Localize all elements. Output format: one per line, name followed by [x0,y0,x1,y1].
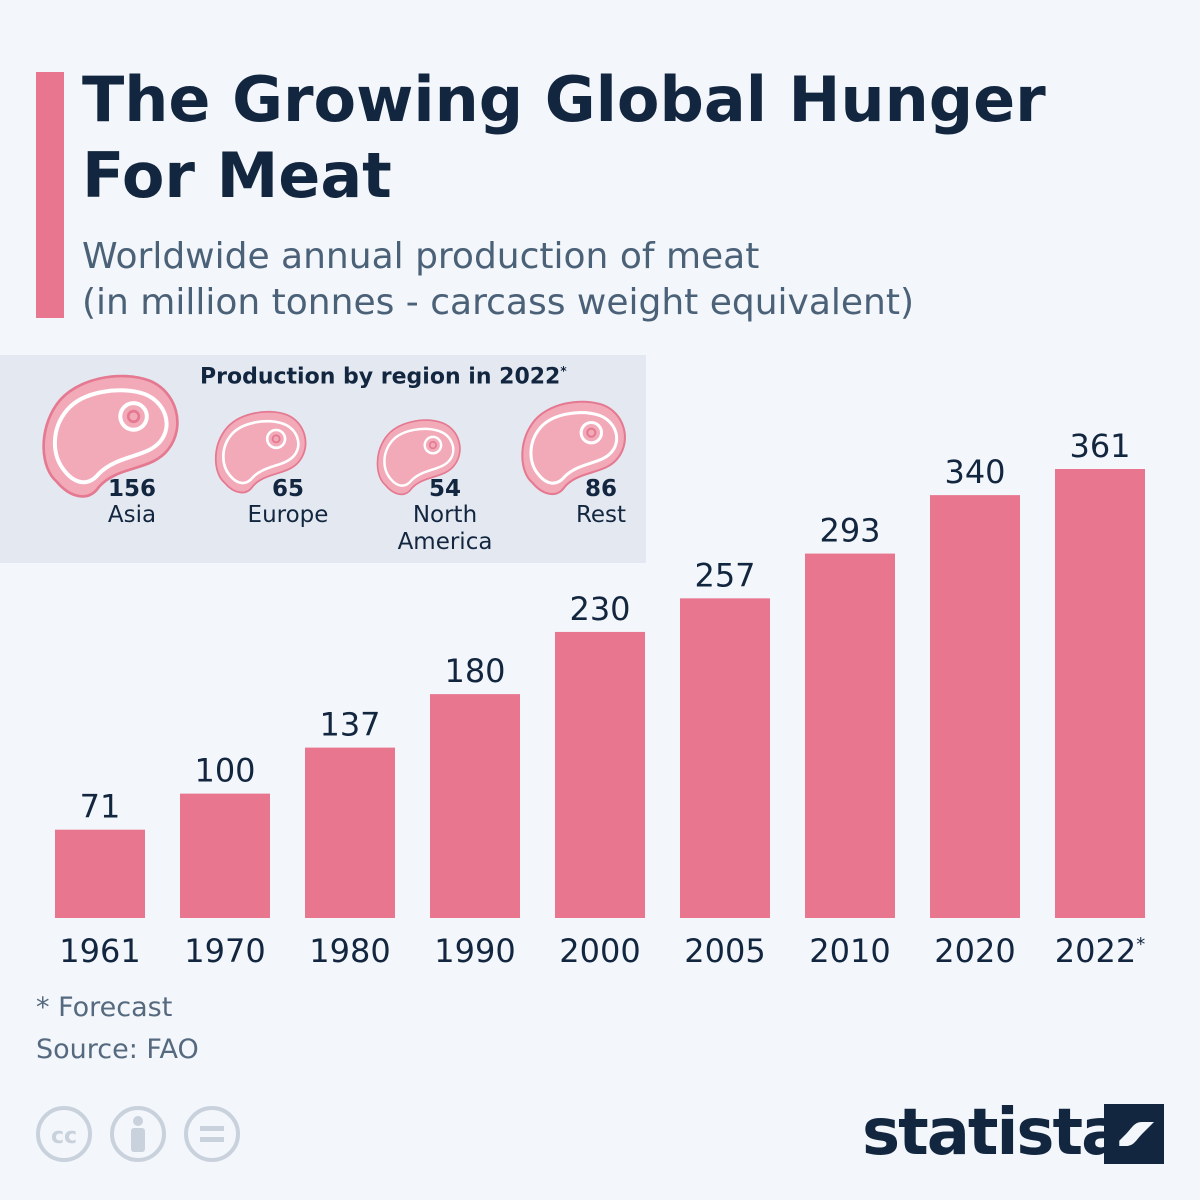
x-axis-label: 2000 [559,932,640,970]
region-name-europe: Europe [247,502,329,528]
bar-2020 [930,495,1020,918]
bar-2010 [805,553,895,918]
region-name-asia: Asia [107,502,157,528]
bar-value-label: 257 [694,556,755,594]
bar-value-label: 340 [944,453,1005,491]
bar-1990 [430,694,520,918]
bar-chart: 71 1961 100 1970 137 1980 180 1990 230 2000 257 200… [55,427,1145,970]
bar-2022 [1055,469,1145,918]
x-axis-label: 2010 [809,932,890,970]
statista-logo-text: statista [862,1096,1124,1170]
steak-icon [521,400,626,495]
steak-icon [42,374,179,498]
x-axis-label: 1961 [59,932,140,970]
statista-logo-icon [1104,1104,1164,1164]
bar-value-label: 180 [444,652,505,690]
no-derivatives-icon [184,1106,240,1162]
bar-value-label: 230 [569,590,630,628]
creative-commons-icon: cc [36,1106,92,1162]
source-note: Source: FAO [36,1034,199,1065]
x-axis-label: 2020 [934,932,1015,970]
region-value-europe: 65 [271,476,304,502]
x-axis-label: 2005 [684,932,765,970]
license-icons: cc [36,1106,240,1162]
region-panel-title: Production by region in 2022* [200,364,567,389]
region-value-asia: 156 [107,476,156,502]
chart-title: The Growing Global Hunger For Meat [82,63,1046,212]
region-heading-asterisk: * [560,364,567,378]
region-value-north-america: 54 [428,476,461,502]
region-name-rest: Rest [575,502,627,528]
steak-icon [376,419,461,496]
bar-value-label: 137 [319,706,380,744]
bar-value-label: 293 [819,512,880,550]
bar-1961 [55,829,145,918]
chart-subtitle: Worldwide annual production of meat (in … [82,234,1162,326]
bar-1970 [180,793,270,918]
attribution-icon [110,1106,166,1162]
region-panel-heading: Production by region in 2022 [200,364,561,390]
bar-2005 [680,598,770,918]
x-axis-label: 1980 [309,932,390,970]
subtitle-line-2: (in million tonnes - carcass weight equi… [82,282,915,323]
x-axis-label: 1970 [184,932,265,970]
bar-value-label: 361 [1069,427,1130,465]
bar-2000 [555,631,645,918]
bar-value-label: 100 [194,752,255,790]
subtitle-line-1: Worldwide annual production of meat [82,236,760,277]
svg-text:cc: cc [51,1124,77,1149]
forecast-footnote: * Forecast [36,992,173,1023]
steak-icon [214,410,307,494]
bar-1980 [305,747,395,918]
region-name-north-america: North America [375,502,515,556]
x-axis-label: 2022* [1055,932,1145,970]
region-name-line-1: North [412,502,478,528]
x-axis-label: 1990 [434,932,515,970]
region-name-line-2: America [397,529,493,555]
title-accent-bar [36,72,64,318]
region-value-rest: 86 [584,476,617,502]
bar-value-label: 71 [80,788,121,826]
